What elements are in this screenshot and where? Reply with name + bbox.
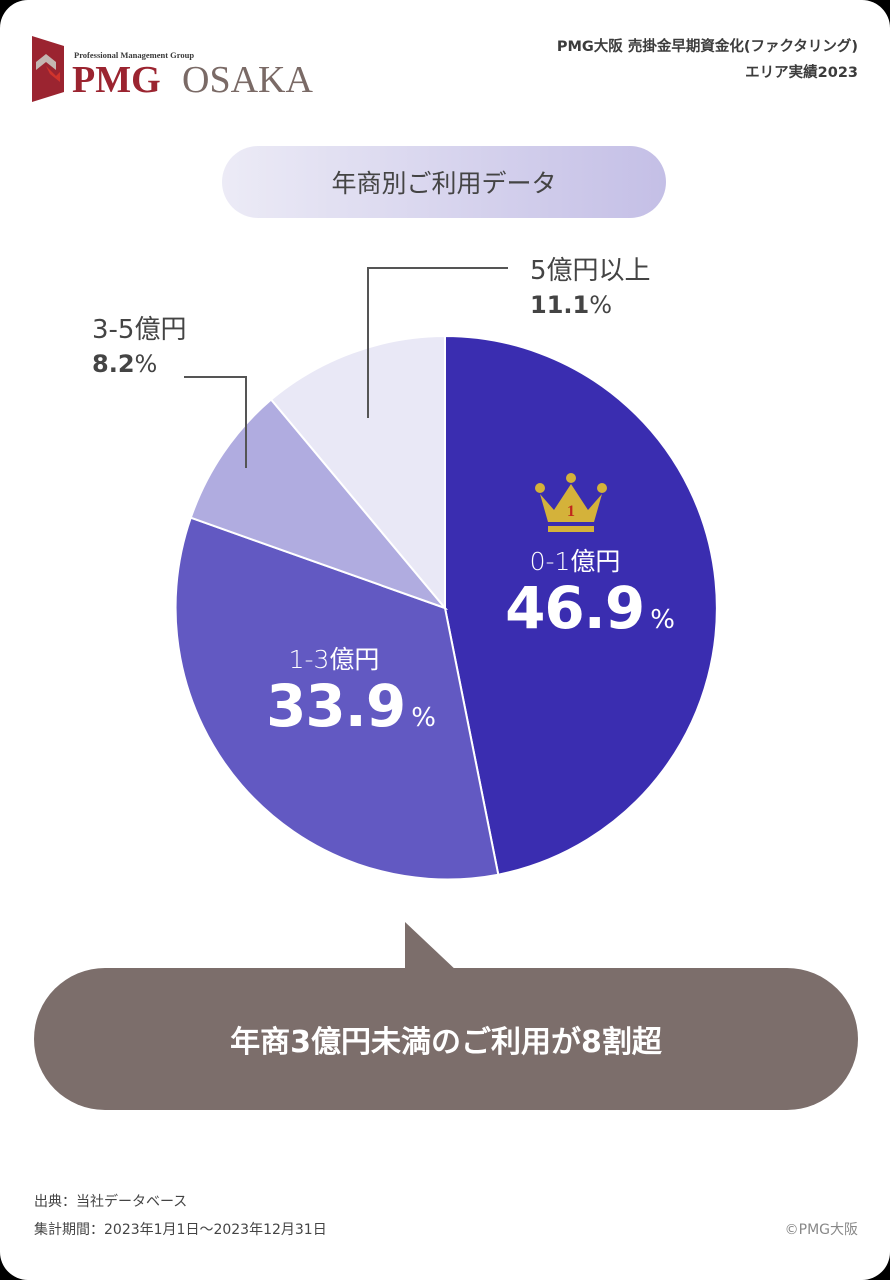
callout-bubble: 年商3億円未満のご利用が8割超 — [34, 968, 858, 1110]
leader-line-5plus — [367, 267, 508, 418]
slice-label-1-3: 1-3億円 — [288, 645, 380, 674]
svg-text:1: 1 — [567, 503, 575, 520]
slice-value-1-3: 33.9 — [266, 672, 406, 740]
period-note: 集計期間：2023年1月1日〜2023年12月31日 — [34, 1222, 327, 1238]
source-note: 出典：当社データベース — [34, 1194, 188, 1210]
slice-3-5 — [189, 398, 449, 611]
label-1-3: 1-3億円 33.9% — [256, 640, 446, 740]
slice-label-0-1: 0-1億円 — [529, 547, 621, 576]
label-5plus: 5億円以上 11.1% — [530, 254, 651, 322]
label-3-5: 3-5億円 8.2% — [92, 313, 186, 381]
logo-mark-icon — [32, 36, 64, 102]
percent-unit: % — [650, 605, 675, 635]
logo-pmg: PMG — [72, 59, 161, 101]
percent-unit: % — [411, 703, 436, 733]
callout-text: 年商3億円未満のご利用が8割超 — [230, 1025, 662, 1060]
slice-0-1 — [444, 334, 718, 876]
crown-icon: 1 — [535, 473, 607, 532]
header-line-1: PMG大阪 売掛金早期資金化(ファクタリング) — [556, 39, 858, 55]
slice-1-3 — [174, 516, 500, 881]
pmg-osaka-logo: Professional Management Group PMG OSAKA — [32, 36, 332, 102]
slice-label-3-5: 3-5億円 — [92, 315, 187, 345]
percent-unit: % — [134, 350, 158, 378]
slice-label-5plus: 5億円以上 — [530, 256, 651, 286]
section-title-pill: 年商別ご利用データ — [222, 146, 666, 218]
logo-subtitle: Professional Management Group — [74, 50, 195, 60]
slice-5plus — [269, 334, 446, 611]
copyright: ©PMG大阪 — [784, 1222, 858, 1238]
section-title: 年商別ご利用データ — [331, 169, 557, 198]
header-line-2: エリア実績2023 — [745, 65, 858, 81]
slice-value-3-5: 8.2 — [92, 350, 135, 378]
footer-notes: 出典：当社データベース 集計期間：2023年1月1日〜2023年12月31日 — [34, 1188, 327, 1244]
slice-value-0-1: 46.9 — [505, 574, 645, 642]
logo-osaka: OSAKA — [182, 59, 313, 101]
leader-line-3-5 — [184, 376, 247, 468]
label-0-1: 0-1億円 46.9% — [500, 542, 680, 642]
header-title: PMG大阪 売掛金早期資金化(ファクタリング) エリア実績2023 — [557, 34, 858, 86]
slice-value-5plus: 11.1 — [530, 291, 590, 319]
percent-unit: % — [589, 291, 613, 319]
